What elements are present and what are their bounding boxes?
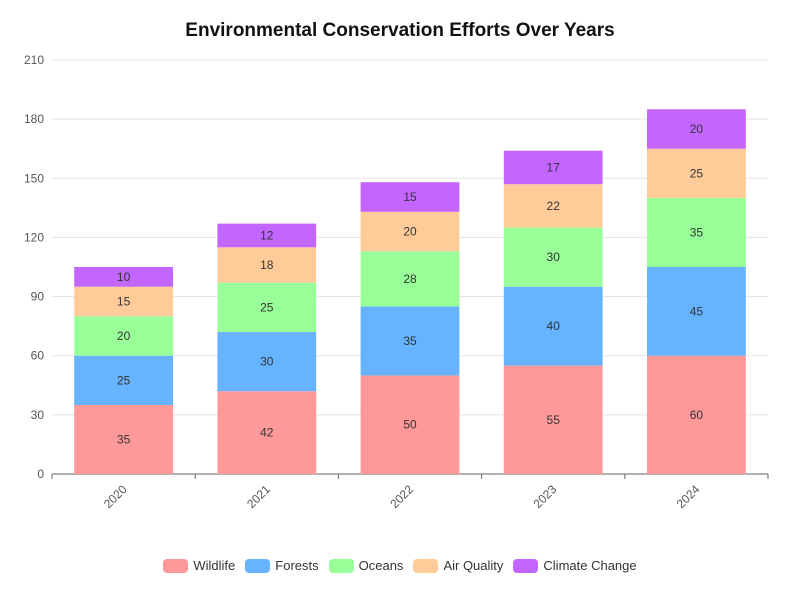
bar-segment [503,365,603,474]
data-label: 42 [260,426,274,440]
y-tick-label: 90 [31,290,45,304]
data-label: 28 [403,272,417,286]
bar-segment [74,267,174,287]
y-tick-label: 30 [31,408,45,422]
bar-segment [646,355,746,474]
bar-segment [360,251,460,307]
bar-segment [503,286,603,366]
data-label: 20 [403,225,417,239]
bar-segment [217,247,317,283]
legend-item[interactable]: Wildlife [163,558,235,573]
y-tick-label: 180 [24,112,44,126]
bar-segment [217,391,317,474]
bar-segment [503,150,603,185]
data-label: 40 [547,319,561,333]
data-label: 18 [260,258,274,272]
legend-swatch [413,558,439,573]
bar-segment [74,286,174,317]
legend-swatch [328,558,354,573]
legend-item[interactable]: Oceans [328,558,404,573]
bar-segment [74,316,174,356]
legend-item[interactable]: Climate Change [513,558,637,573]
bar-segment [74,405,174,474]
x-tick-label: 2021 [244,482,273,511]
data-label: 35 [690,226,704,240]
data-label: 20 [117,329,131,343]
bar-segment [217,223,317,248]
data-label: 15 [403,190,417,204]
bar-segment [360,306,460,376]
x-tick-label: 2020 [101,482,130,511]
legend-label: Wildlife [193,558,236,573]
x-tick-label: 2024 [674,482,703,511]
bar-segment [503,184,603,228]
bar-segment [360,375,460,474]
legend-item[interactable]: Air Quality [413,558,503,573]
data-label: 30 [547,250,561,264]
data-label: 10 [117,270,131,284]
data-label: 45 [690,304,704,318]
legend-item[interactable]: Forests [245,558,319,573]
data-label: 35 [117,433,131,447]
bar-segment [646,109,746,149]
bar-segment [646,267,746,356]
data-label: 55 [547,413,561,427]
data-label: 17 [547,160,561,174]
legend-label: Oceans [358,558,404,573]
bar-segment [217,332,317,392]
bar-segment [217,282,317,333]
y-tick-label: 0 [37,467,44,481]
data-label: 60 [690,408,704,422]
y-tick-label: 210 [24,53,44,67]
legend-swatch [513,558,539,573]
x-tick-label: 2023 [531,482,560,511]
legend-label: Air Quality [443,558,504,573]
data-label: 50 [403,418,417,432]
data-label: 25 [260,300,274,314]
legend-swatch [245,558,271,573]
data-label: 22 [547,199,561,213]
y-tick-label: 150 [24,171,44,185]
x-tick-label: 2022 [387,482,416,511]
bar-segment [74,355,174,405]
y-tick-label: 60 [31,349,45,363]
legend-label: Climate Change [543,558,637,573]
bar-segment [503,227,603,287]
data-label: 20 [690,122,704,136]
bar-segment [360,211,460,252]
data-label: 12 [260,228,274,242]
y-tick-label: 120 [24,230,44,244]
legend-swatch [163,558,189,573]
data-label: 30 [260,355,274,369]
data-label: 25 [690,166,704,180]
data-label: 35 [403,334,417,348]
bar-segment [646,148,746,198]
bar-segment [646,198,746,267]
legend: Wildlife Forests Oceans Air Quality Climate … [0,558,800,573]
data-label: 25 [117,373,131,387]
chart-title: Environmental Conservation Efforts Over … [185,20,615,41]
legend-label: Forests [275,558,319,573]
bar-segment [360,182,460,212]
data-label: 15 [117,295,131,309]
